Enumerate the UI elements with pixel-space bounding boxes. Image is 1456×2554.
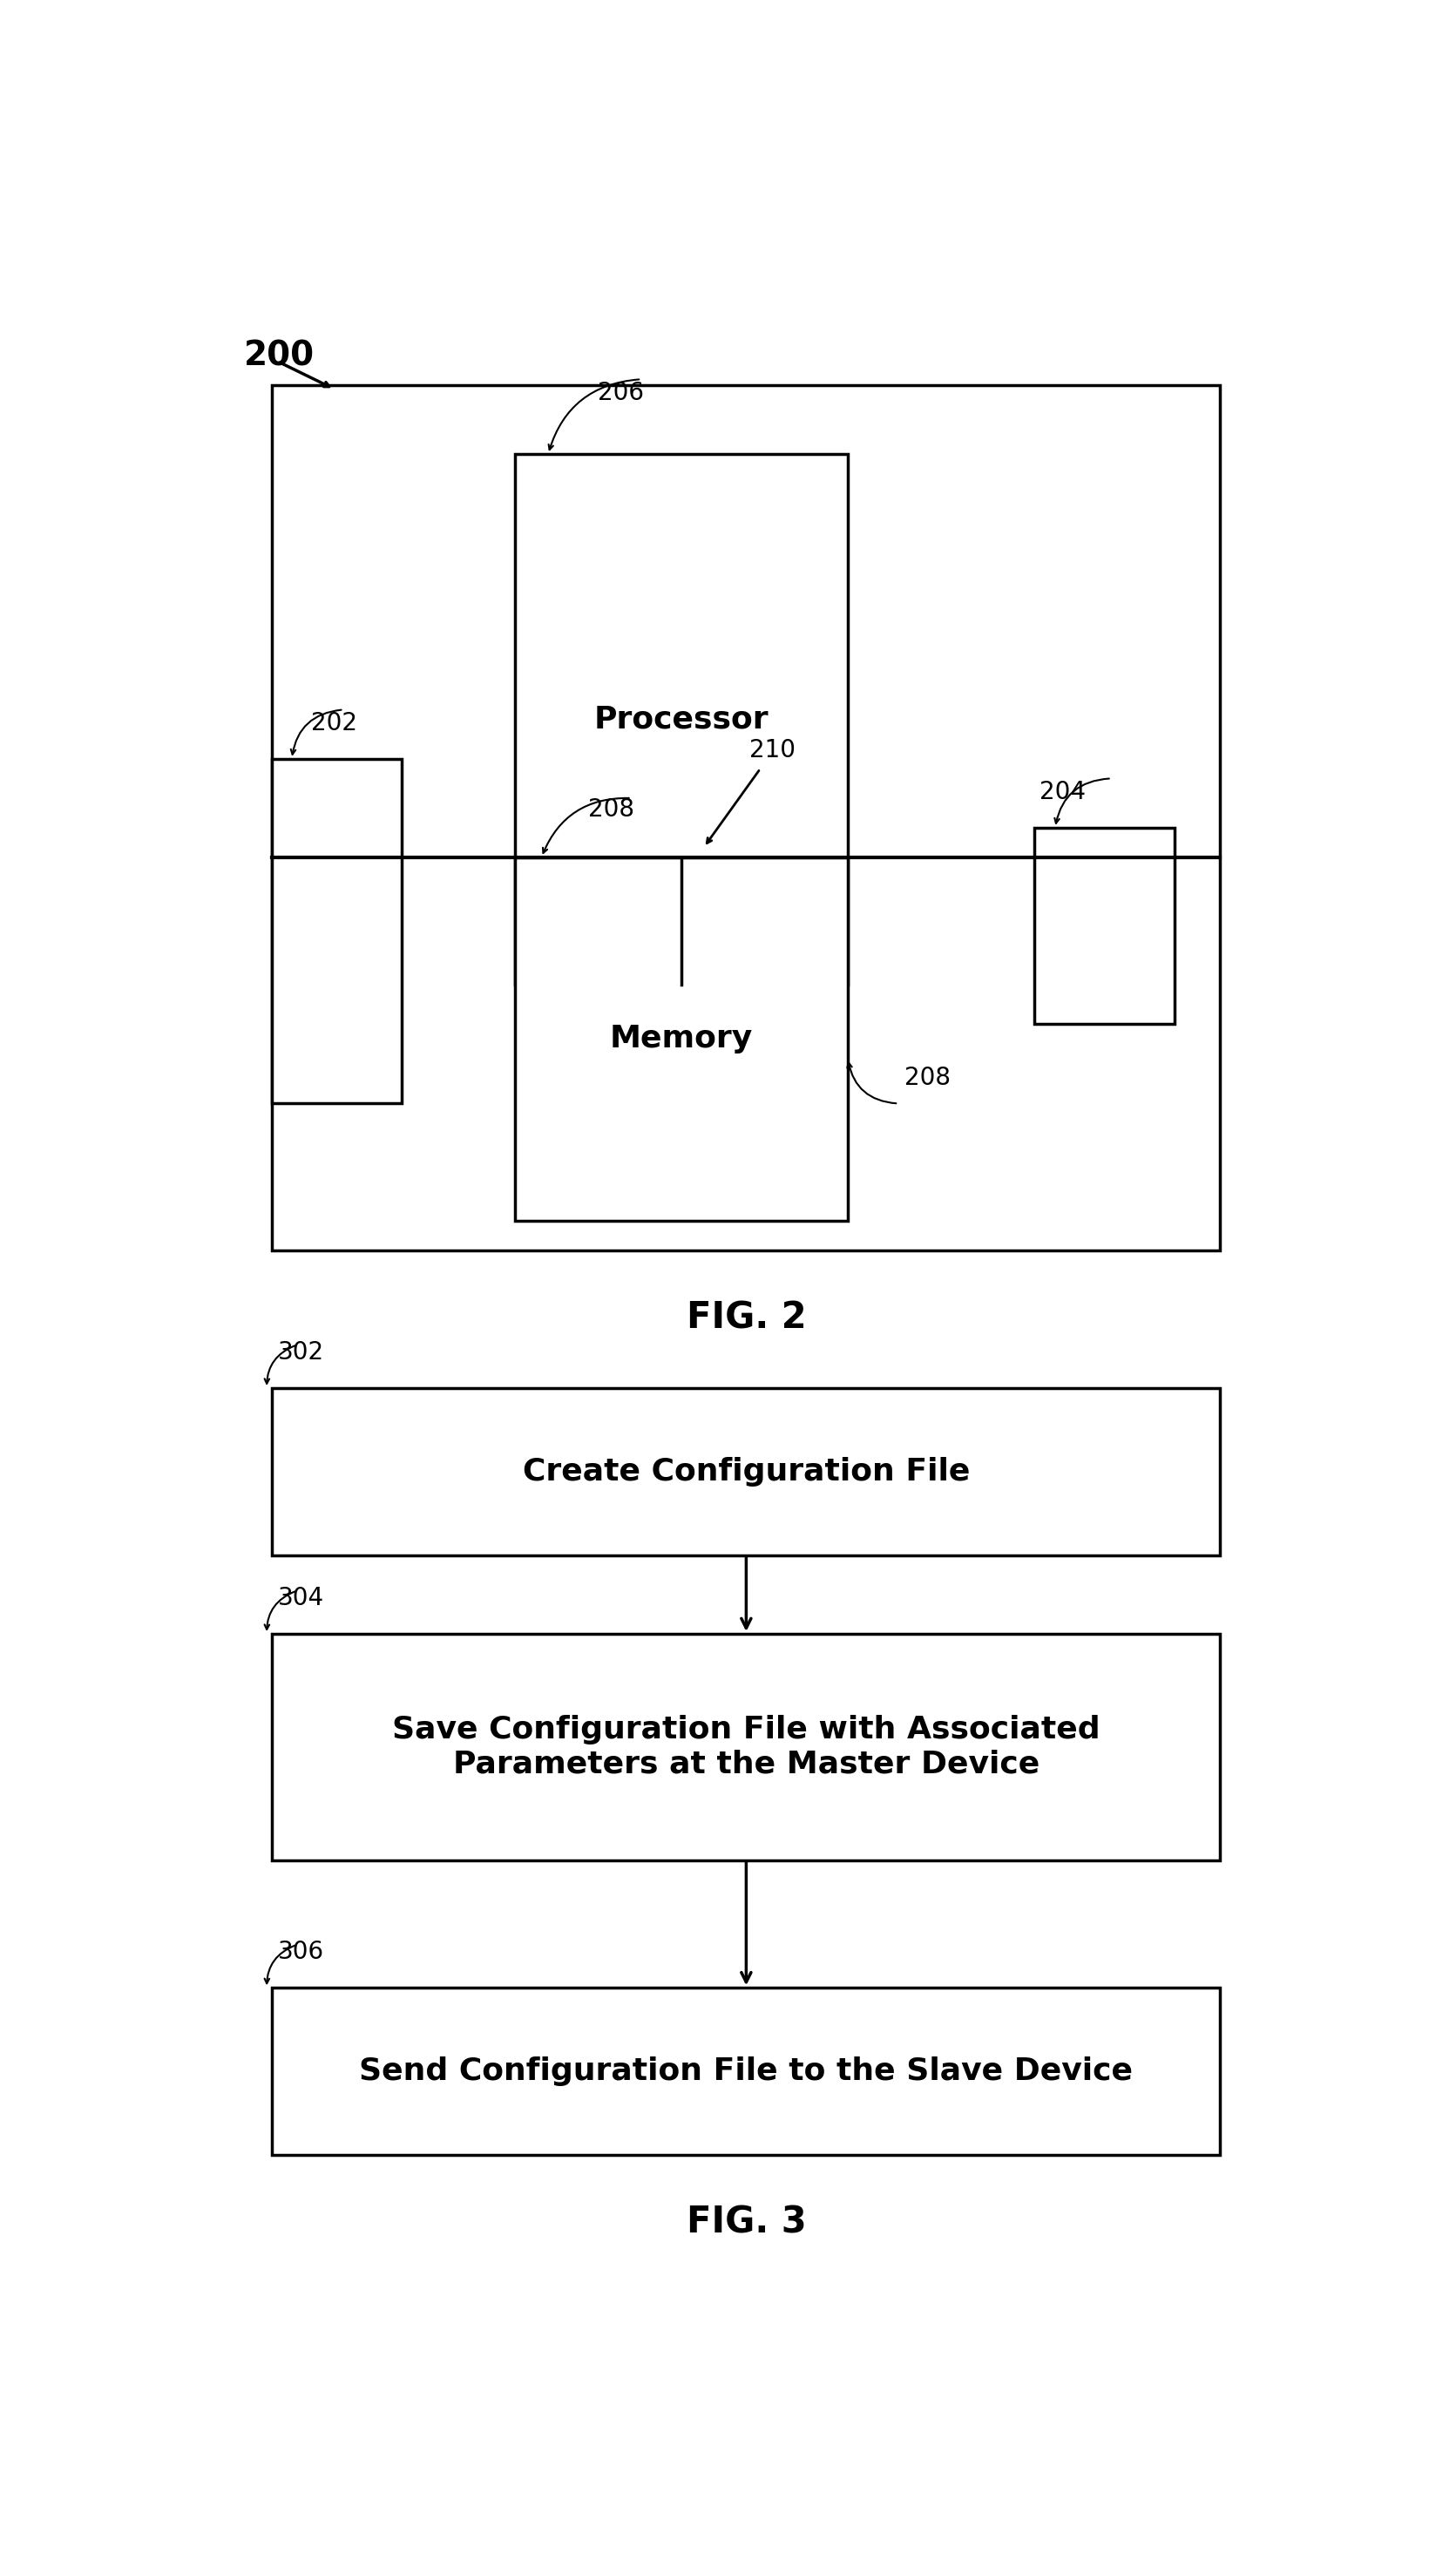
Text: FIG. 2: FIG. 2	[686, 1300, 807, 1336]
Bar	[272, 386, 1220, 1251]
Text: 202: 202	[312, 710, 357, 736]
Bar	[1034, 827, 1175, 1024]
Text: 306: 306	[278, 1941, 325, 1964]
Text: Send Configuration File to the Slave Device: Send Configuration File to the Slave Dev…	[360, 2056, 1133, 2087]
Text: 200: 200	[245, 340, 314, 373]
Text: 302: 302	[278, 1341, 325, 1364]
Text: FIG. 3: FIG. 3	[686, 2204, 807, 2240]
Text: Memory: Memory	[610, 1024, 753, 1055]
Text: 304: 304	[278, 1586, 325, 1612]
Text: Create Configuration File: Create Configuration File	[523, 1456, 970, 1486]
Text: 206: 206	[598, 381, 644, 404]
Text: 210: 210	[748, 738, 795, 764]
Text: 208: 208	[904, 1065, 951, 1091]
Bar	[272, 759, 402, 1103]
Bar	[515, 858, 847, 1221]
Bar	[272, 1987, 1220, 2156]
Text: Save Configuration File with Associated
Parameters at the Master Device: Save Configuration File with Associated …	[392, 1716, 1101, 1780]
Bar	[515, 455, 847, 986]
Text: 208: 208	[588, 797, 635, 822]
Text: 204: 204	[1040, 779, 1086, 805]
Text: Processor: Processor	[594, 705, 769, 736]
Bar	[272, 1635, 1220, 1859]
Bar	[272, 1387, 1220, 1555]
